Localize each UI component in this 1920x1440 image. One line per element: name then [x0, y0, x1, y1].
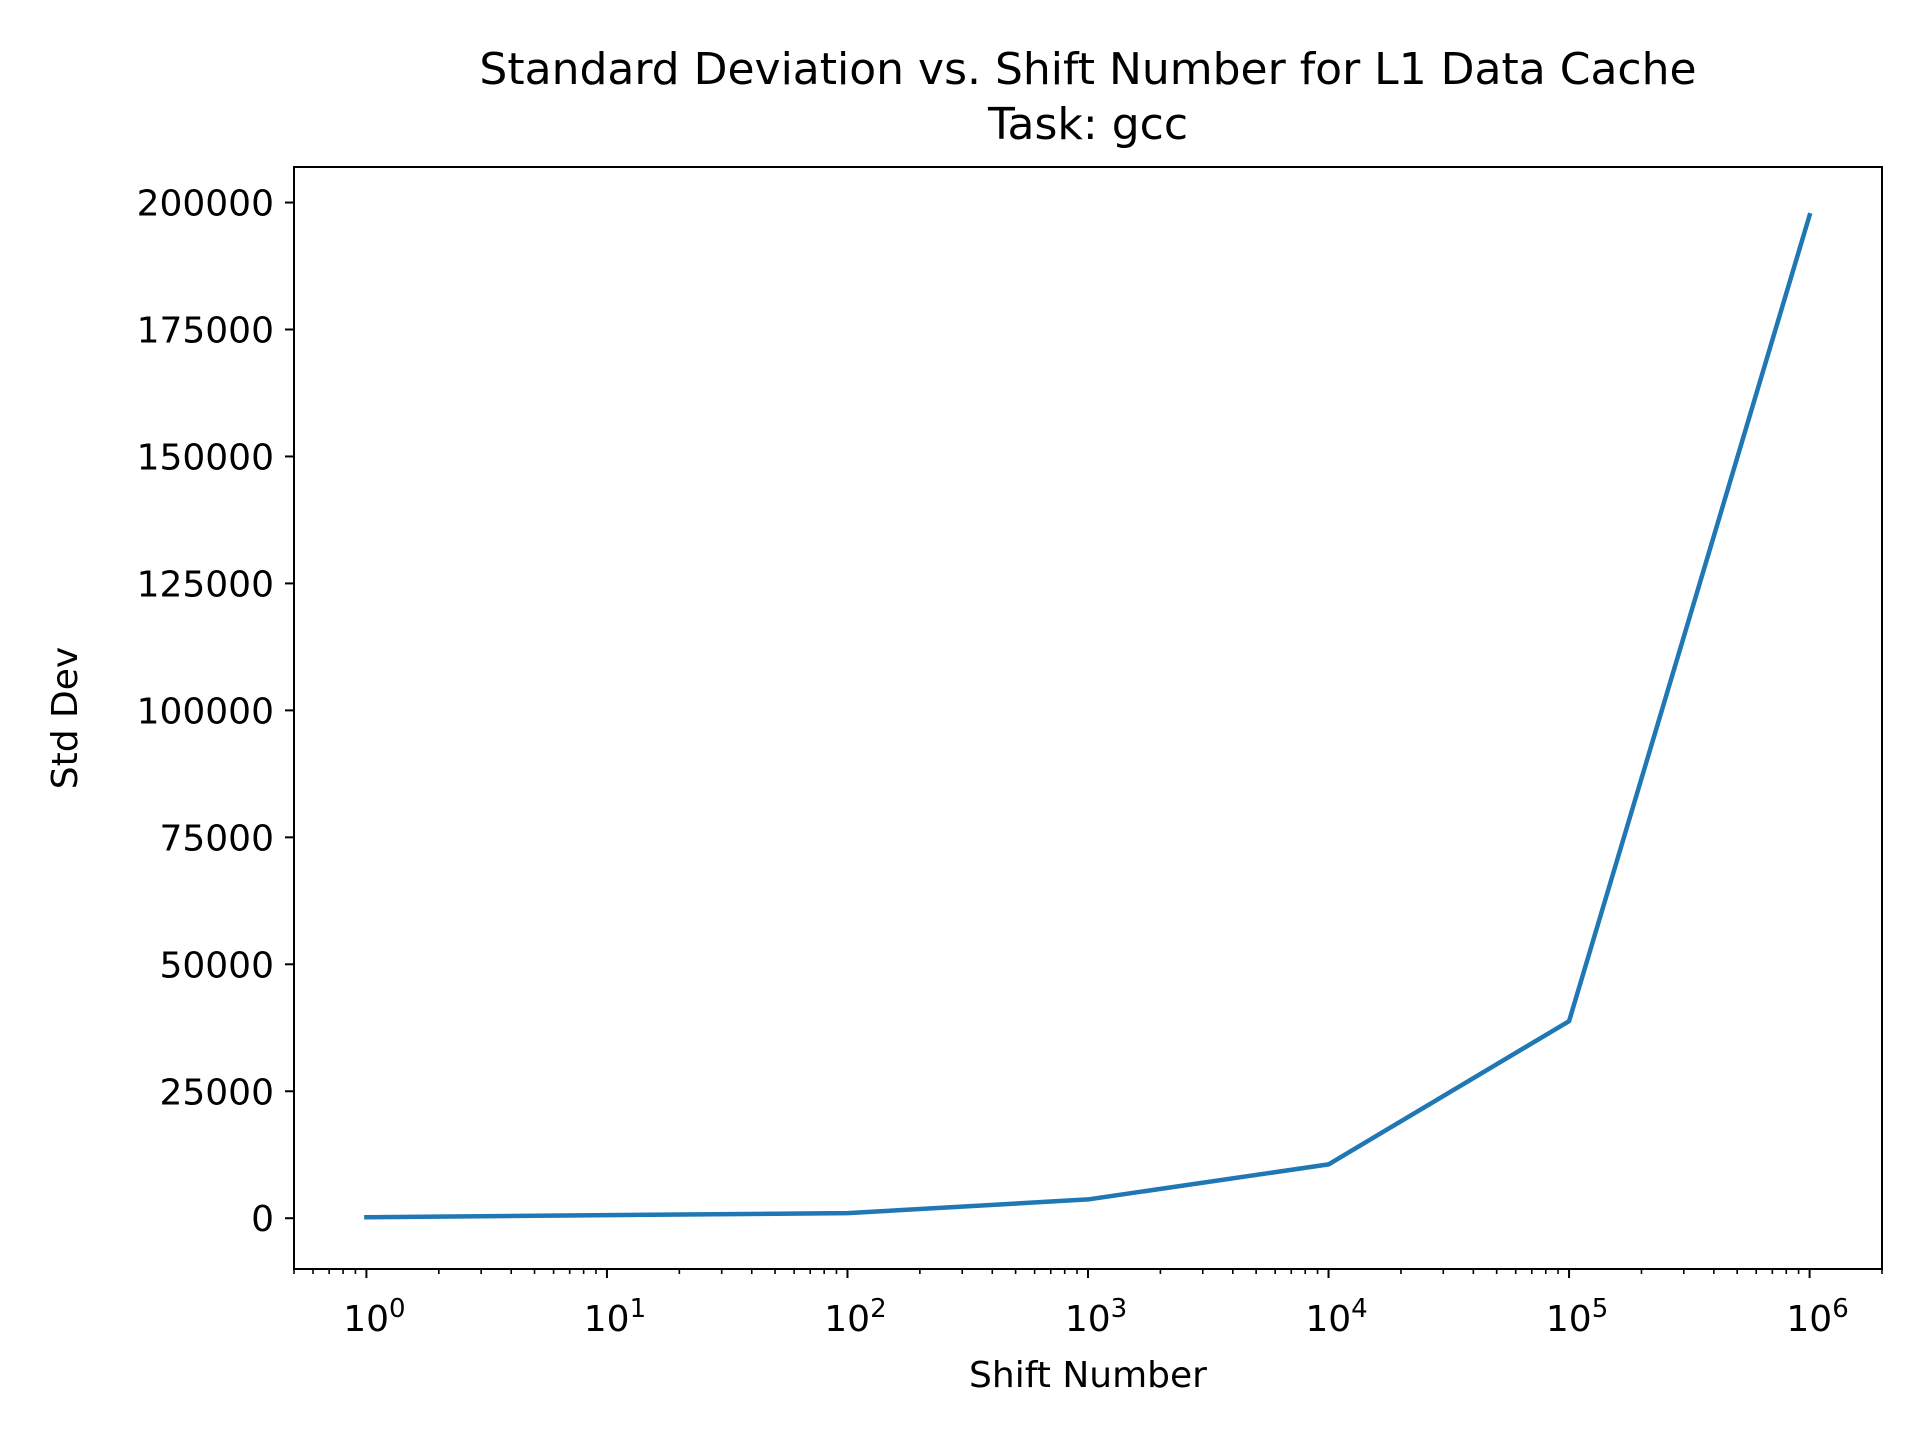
y-tick-label: 125000 — [137, 564, 274, 605]
x-tick-label: 102 — [824, 1294, 886, 1340]
x-tick-label-exponent: 4 — [1351, 1294, 1368, 1324]
plot-frame — [293, 166, 1883, 1270]
x-tick-label-base: 10 — [1305, 1299, 1351, 1340]
chart-title: Standard Deviation vs. Shift Number for … — [479, 44, 1696, 95]
chart-subtitle: Task: gcc — [987, 99, 1188, 150]
x-tick-label-exponent: 1 — [630, 1294, 647, 1324]
x-tick-label-exponent: 2 — [870, 1294, 887, 1324]
x-tick-label-base: 10 — [1065, 1299, 1111, 1340]
x-tick-label-base: 10 — [343, 1299, 389, 1340]
y-tick-label: 0 — [251, 1199, 274, 1240]
x-tick-label-base: 10 — [1546, 1299, 1592, 1340]
x-tick-label-exponent: 6 — [1832, 1294, 1849, 1324]
x-tick-label: 100 — [343, 1294, 405, 1340]
x-tick-label: 103 — [1065, 1294, 1127, 1340]
y-tick-label: 25000 — [159, 1072, 274, 1113]
x-tick-label-base: 10 — [824, 1299, 870, 1340]
y-tick-label: 75000 — [159, 818, 274, 859]
x-tick-label-exponent: 0 — [389, 1294, 406, 1324]
x-axis-label: Shift Number — [969, 1355, 1207, 1396]
x-tick-label-base: 10 — [584, 1299, 630, 1340]
y-tick-label: 200000 — [137, 184, 274, 225]
x-tick-label-base: 10 — [1786, 1299, 1832, 1340]
y-tick-label: 100000 — [137, 691, 274, 732]
series-line — [364, 212, 1813, 1220]
x-tick-label-exponent: 3 — [1111, 1294, 1128, 1324]
x-tick-label: 101 — [584, 1294, 646, 1340]
x-tick-label-exponent: 5 — [1592, 1294, 1609, 1324]
y-tick-label: 175000 — [137, 311, 274, 352]
x-tick-label: 105 — [1546, 1294, 1608, 1340]
x-axis: 100 101 102 103 104 105 106 — [293, 1269, 1883, 1340]
y-axis: 0 25000 50000 75000 100000 125000 150000 175000… — [137, 184, 294, 1240]
y-tick-label: 150000 — [137, 437, 274, 478]
x-tick-label: 104 — [1305, 1294, 1367, 1340]
y-tick-label: 50000 — [159, 945, 274, 986]
x-tick-label: 106 — [1786, 1294, 1848, 1340]
y-axis-label: Std Dev — [45, 647, 86, 789]
